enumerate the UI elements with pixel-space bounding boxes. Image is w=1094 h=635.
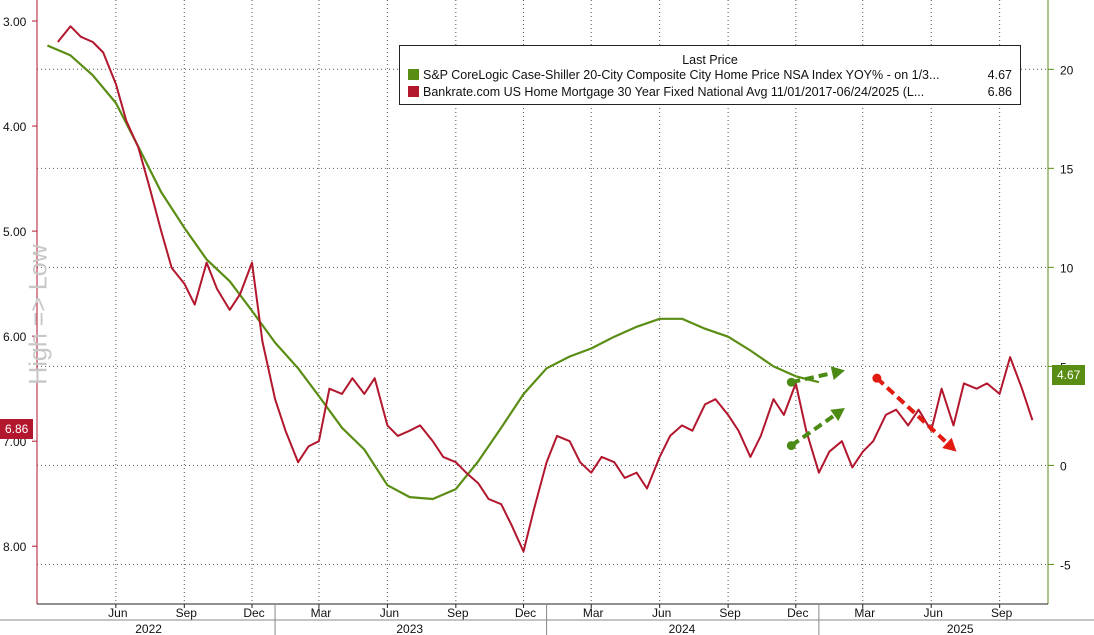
left-tick-label: 3.00 [3, 15, 27, 29]
x-tick-label: Jun [380, 606, 399, 620]
annotation-arrowhead [942, 437, 957, 452]
left-tick-label: 4.00 [3, 120, 27, 134]
left-axis-label: High => Low [24, 244, 53, 385]
x-tick-label: Dec [787, 606, 808, 620]
legend-swatch-green [408, 69, 419, 80]
right-tick-label: 10 [1060, 261, 1074, 275]
left-tick-label: 5.00 [3, 225, 27, 239]
legend-value: 6.86 [987, 85, 1012, 99]
right-tick-label: -5 [1060, 558, 1071, 572]
year-label: 2022 [135, 622, 162, 635]
left-tick-label: 8.00 [3, 540, 27, 554]
annotation-line [875, 376, 949, 445]
year-label: 2024 [669, 622, 696, 635]
annotation-arrowhead [830, 366, 845, 380]
x-tick-label: Sep [447, 606, 469, 620]
tick-labels: 3.004.005.006.007.008.0020151050-5JunSep… [3, 15, 1074, 635]
series-line-case-shiller [46, 44, 820, 501]
right-tick-label: 0 [1060, 459, 1067, 473]
year-label: 2025 [947, 622, 974, 635]
x-tick-label: Dec [515, 606, 536, 620]
x-tick-label: Mar [854, 606, 875, 620]
annotation-line [790, 413, 836, 448]
x-tick-label: Sep [719, 606, 741, 620]
year-label: 2023 [396, 622, 423, 635]
legend: Last Price S&P CoreLogic Case-Shiller 20… [399, 45, 1021, 105]
x-tick-label: Mar [311, 606, 332, 620]
x-tick-label: Sep [176, 606, 198, 620]
x-tick-label: Sep [991, 606, 1013, 620]
annotation-arrows [786, 366, 957, 452]
legend-entry-mortgage: Bankrate.com US Home Mortgage 30 Year Fi… [408, 84, 1020, 101]
legend-label: Bankrate.com US Home Mortgage 30 Year Fi… [423, 85, 925, 99]
legend-value: 4.67 [987, 68, 1012, 82]
series-line-mortgage [57, 25, 1034, 553]
x-tick-label: Jun [652, 606, 671, 620]
legend-swatch-red [408, 86, 419, 97]
x-tick-label: Dec [243, 606, 264, 620]
legend-entry-case-shiller: S&P CoreLogic Case-Shiller 20-City Compo… [408, 67, 1020, 84]
right-current-badge: 4.67 [1052, 365, 1086, 385]
x-tick-label: Mar [583, 606, 604, 620]
right-tick-label: 20 [1060, 63, 1074, 77]
annotation-line [790, 371, 833, 385]
series-lines [46, 25, 1034, 553]
annotation-arrowhead [830, 407, 845, 422]
left-tick-label: 6.00 [3, 330, 27, 344]
x-tick-label: Jun [108, 606, 127, 620]
legend-label: S&P CoreLogic Case-Shiller 20-City Compo… [423, 68, 940, 82]
left-current-badge: 6.86 [0, 419, 34, 439]
x-tick-label: Jun [924, 606, 943, 620]
right-tick-label: 15 [1060, 162, 1074, 176]
legend-title: Last Price [682, 53, 738, 67]
